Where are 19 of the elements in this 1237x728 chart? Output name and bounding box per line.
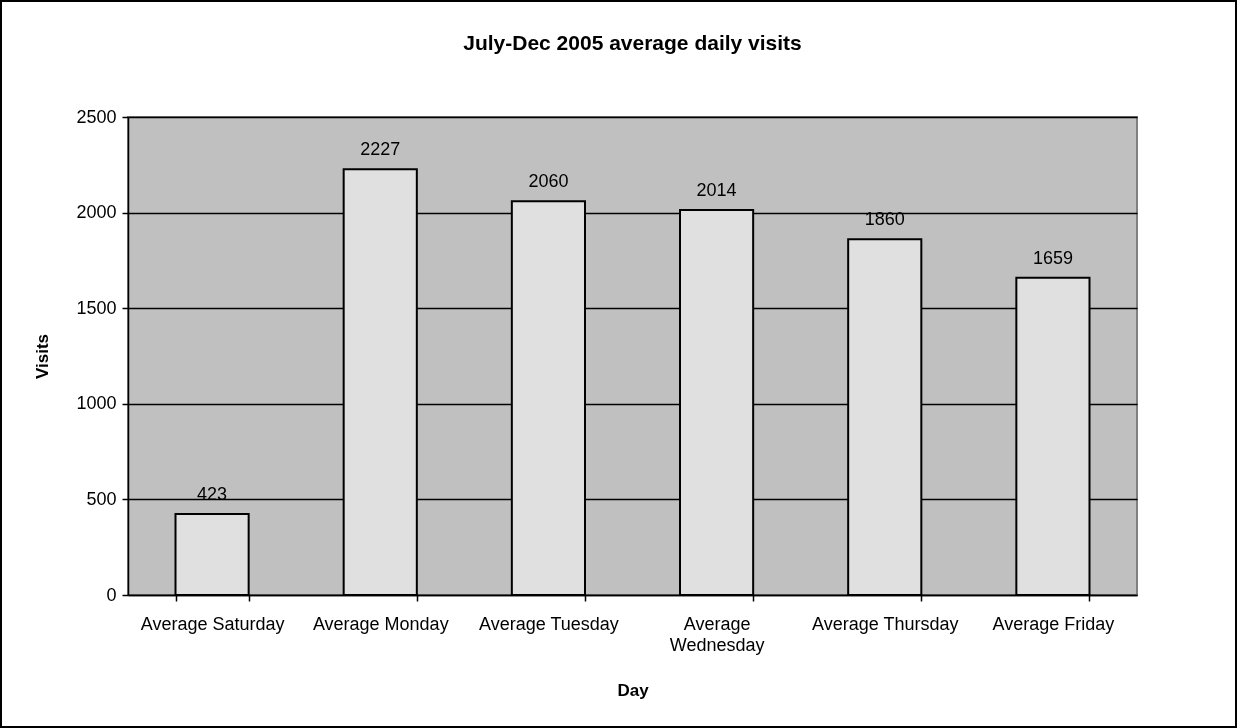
data-label: 2014 [696,179,737,200]
y-tick-label: 1000 [76,393,117,414]
y-axis-title: Visits [33,333,53,380]
y-tick-label: 2000 [76,202,117,223]
chart-title: July-Dec 2005 average daily visits [463,31,802,54]
x-tick-label: Average Thursday [812,613,959,634]
x-tick-label: Average Monday [312,613,449,634]
y-tick-label: 0 [106,584,117,605]
y-tick-label: 2500 [76,106,117,127]
y-tick-label: 1500 [76,297,117,318]
x-tick-label: Average Tuesday [479,613,619,634]
y-tick-label: 500 [86,488,117,509]
x-tick-label: Average Friday [992,613,1115,634]
x-axis-title: Day [617,680,650,700]
x-tick-label: Average Wednesday [669,613,765,655]
data-label: 2227 [360,139,401,160]
data-label: 1659 [1032,247,1073,268]
data-label: 2060 [528,171,569,192]
x-tick-label: Average Saturday [140,613,285,634]
